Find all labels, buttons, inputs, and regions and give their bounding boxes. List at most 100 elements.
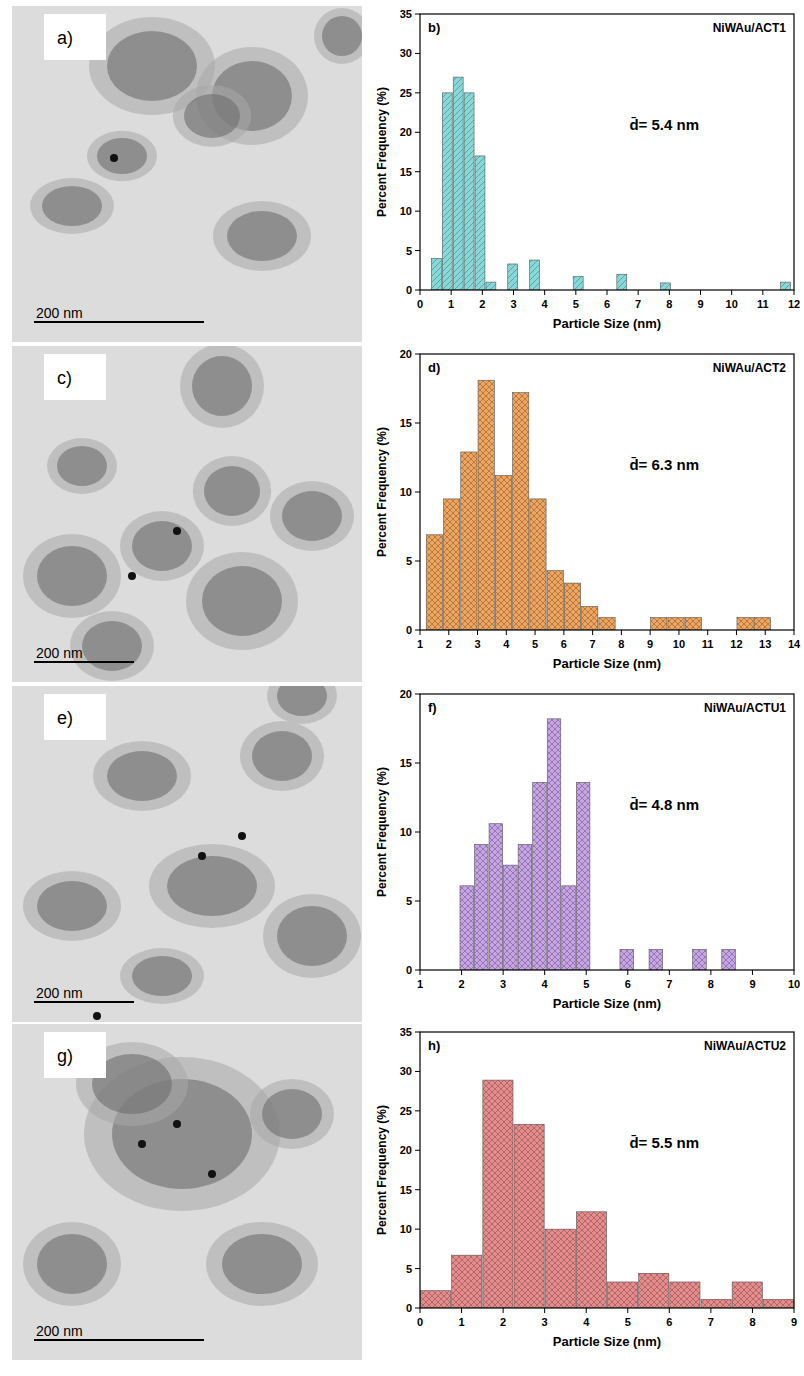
x-tick: [503, 970, 504, 975]
aggregate: [107, 31, 197, 101]
x-tick-label: 1: [448, 298, 454, 310]
bar: [685, 618, 701, 630]
y-tick-label: 0: [406, 284, 412, 296]
x-tick-label: 3: [474, 638, 480, 650]
y-tick: [415, 132, 420, 133]
x-tick-label: 13: [759, 638, 771, 650]
scale-bar: [34, 1339, 204, 1341]
aggregate: [132, 956, 192, 996]
panel-letter: c): [57, 368, 72, 388]
aggregate: [132, 521, 192, 571]
y-tick: [415, 1032, 420, 1033]
x-tick-label: 3: [542, 1316, 548, 1328]
x-tick: [794, 630, 795, 635]
x-tick: [592, 630, 593, 635]
y-tick-label: 0: [406, 964, 412, 976]
y-tick-label: 35: [400, 1026, 412, 1038]
x-tick-label: 9: [749, 978, 755, 990]
x-tick-label: 5: [573, 298, 579, 310]
histogram-panel: 012345678905101520253035Particle Size (n…: [375, 1026, 797, 1349]
aggregate: [192, 356, 252, 416]
bar: [464, 93, 474, 290]
tem-image: c) 200 nm: [12, 344, 362, 682]
y-tick-label: 0: [406, 1302, 412, 1314]
particle: [238, 832, 246, 840]
scale-label: 200 nm: [36, 645, 83, 661]
bar: [460, 886, 474, 970]
texture: [180, 346, 264, 428]
bars: [426, 380, 770, 630]
x-tick-label: 10: [673, 638, 685, 650]
tem-image: g)200 nm: [12, 1024, 362, 1360]
image-ground: [12, 686, 362, 1022]
texture: [173, 85, 251, 147]
y-tick: [415, 14, 420, 15]
x-tick-label: 10: [788, 978, 800, 990]
y-tick-label: 35: [400, 8, 412, 20]
x-tick: [765, 630, 766, 635]
y-tick-label: 25: [400, 1105, 412, 1117]
bar: [452, 1255, 482, 1308]
texture: [120, 511, 204, 581]
particle: [173, 1120, 181, 1128]
bar: [701, 1299, 731, 1308]
x-tick: [650, 630, 651, 635]
bar: [545, 1229, 575, 1308]
y-tick-label: 20: [400, 688, 412, 700]
bar: [486, 282, 496, 290]
x-tick: [794, 970, 795, 975]
bar: [668, 618, 684, 630]
bar: [444, 499, 460, 630]
x-tick: [575, 290, 576, 295]
x-tick: [544, 970, 545, 975]
aggregate: [107, 751, 177, 801]
y-tick-label: 5: [406, 245, 412, 257]
texture: [23, 871, 121, 941]
x-tick: [731, 290, 732, 295]
x-tick: [420, 290, 421, 295]
bar: [599, 618, 615, 630]
y-tick-label: 5: [406, 1263, 412, 1275]
y-tick-label: 10: [400, 1223, 412, 1235]
bar: [514, 1124, 544, 1308]
plot-frame: [420, 694, 794, 970]
bar: [475, 156, 485, 290]
y-tick-label: 15: [400, 757, 412, 769]
x-tick: [503, 1308, 504, 1313]
chart-title: NiWAu/ACTU2: [704, 1039, 786, 1053]
x-tick-label: 7: [635, 298, 641, 310]
scale-label: 200 nm: [36, 985, 83, 1001]
bar: [754, 618, 770, 630]
y-tick-label: 30: [400, 1065, 412, 1077]
bar: [533, 782, 547, 970]
letter-box: [44, 694, 106, 740]
x-tick-label: 5: [583, 978, 589, 990]
aggregate: [227, 211, 297, 261]
bar: [582, 607, 598, 630]
x-axis-title: Particle Size (nm): [553, 316, 661, 331]
x-tick: [586, 970, 587, 975]
bar: [617, 274, 627, 290]
y-tick-label: 15: [400, 417, 412, 429]
x-tick-label: 8: [666, 298, 672, 310]
aggregate: [37, 1234, 107, 1294]
particle: [128, 572, 136, 580]
x-tick: [420, 970, 421, 975]
y-tick-label: 10: [400, 486, 412, 498]
x-tick-label: 9: [791, 1316, 797, 1328]
bar: [483, 1080, 513, 1308]
image-content: [12, 1024, 362, 1360]
x-tick-label: 2: [500, 1316, 506, 1328]
bar: [693, 949, 707, 970]
chart-title: NiWAu/ACTU1: [704, 701, 786, 715]
aggregate: [252, 731, 312, 781]
x-tick: [621, 630, 622, 635]
bar: [518, 844, 532, 970]
aggregate: [184, 94, 240, 138]
bar: [475, 844, 489, 970]
aggregate: [42, 186, 102, 226]
bar: [737, 618, 753, 630]
x-tick-label: 6: [625, 978, 631, 990]
x-tick: [669, 290, 670, 295]
x-tick: [563, 630, 564, 635]
